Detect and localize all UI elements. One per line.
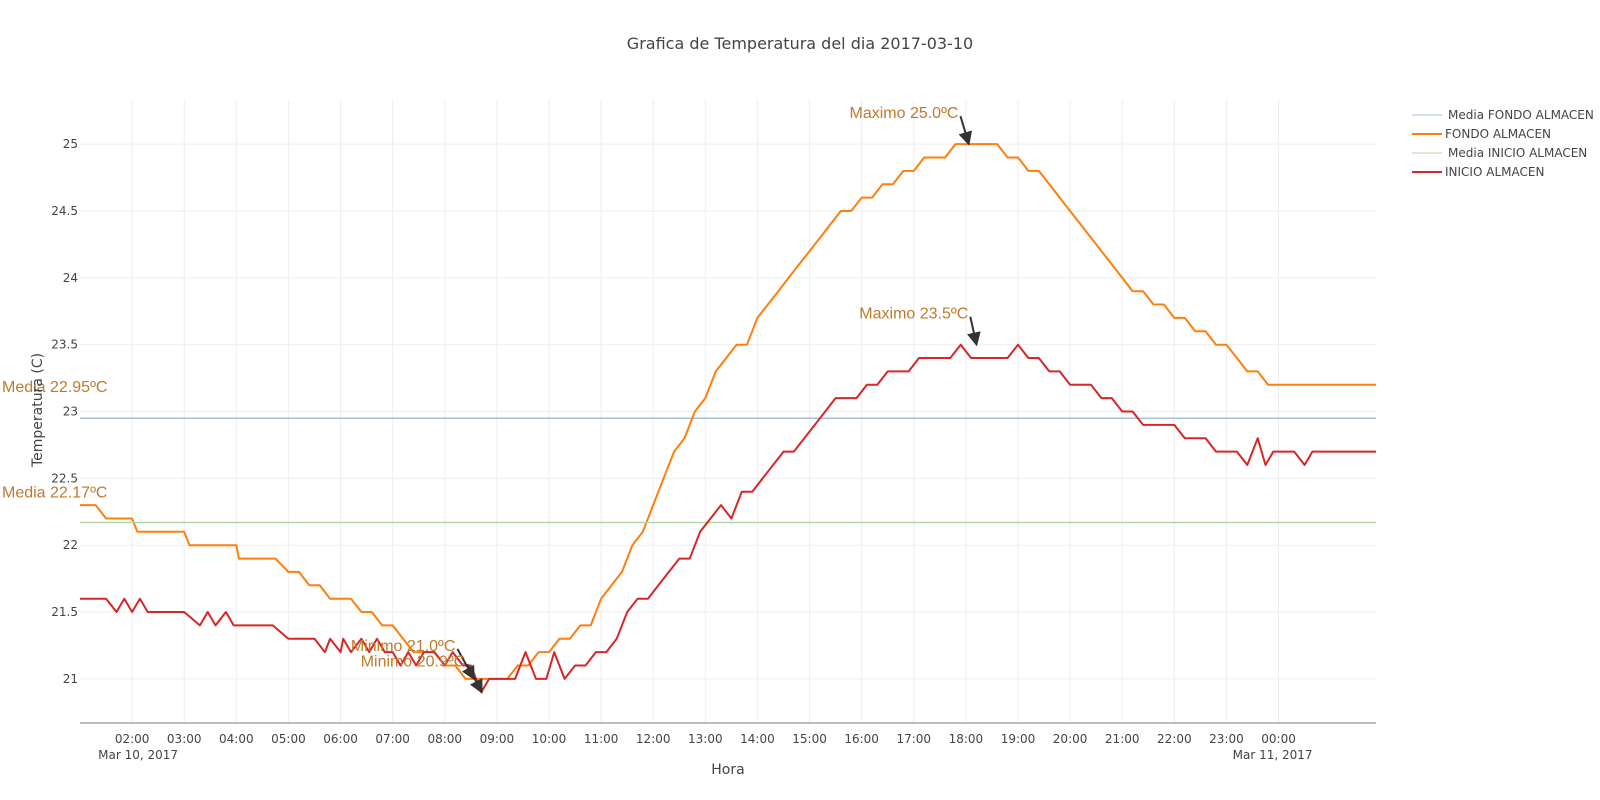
series-line-fondo-almacen	[80, 143, 1376, 680]
x-tick-label: 06:00	[323, 732, 358, 746]
annotation-label: Maximo 23.5ºC	[859, 306, 968, 323]
x-date-left: Mar 10, 2017	[98, 748, 178, 762]
x-tick-label: 00:00	[1261, 732, 1296, 746]
x-tick-label: 02:00	[115, 732, 150, 746]
series-line-inicio-almacen	[80, 343, 1376, 694]
x-tick-label: 17:00	[896, 732, 931, 746]
annotation-arrow	[958, 115, 973, 146]
x-tick-label: 08:00	[427, 732, 462, 746]
x-tick-label: 15:00	[792, 732, 827, 746]
legend-label: Media FONDO ALMACEN	[1448, 108, 1594, 122]
x-tick-label: 20:00	[1053, 732, 1088, 746]
y-tick-label: 25	[63, 137, 78, 151]
legend-label: INICIO ALMACEN	[1445, 165, 1544, 179]
y-tick-label: 22	[63, 538, 78, 552]
annotation-label: Media 22.95ºC	[2, 379, 107, 396]
annotation-arrow	[967, 316, 981, 347]
legend-label: FONDO ALMACEN	[1445, 127, 1551, 141]
x-tick-label: 03:00	[167, 732, 202, 746]
x-tick-label: 21:00	[1105, 732, 1140, 746]
x-date-right: Mar 11, 2017	[1233, 748, 1313, 762]
annotation-label: Minimo 21.0ºC	[351, 638, 456, 655]
y-axis-title: Temperatura (C)	[30, 353, 46, 468]
y-tick-label: 21.5	[51, 605, 78, 619]
chart-title: Grafica de Temperatura del dia 2017-03-1…	[627, 34, 973, 53]
y-tick-label: 24.5	[51, 204, 78, 218]
x-tick-label: 07:00	[375, 732, 410, 746]
x-tick-label: 14:00	[740, 732, 775, 746]
x-tick-label: 10:00	[532, 732, 567, 746]
x-tick-label: 11:00	[584, 732, 619, 746]
y-tick-label: 23.5	[51, 338, 78, 352]
y-tick-label: 24	[63, 271, 78, 285]
x-tick-label: 09:00	[480, 732, 515, 746]
x-tick-label: 18:00	[949, 732, 984, 746]
annotation-arrow	[466, 663, 483, 694]
y-tick-label: 22.5	[51, 471, 78, 485]
x-tick-label: 13:00	[688, 732, 723, 746]
y-tick-label: 21	[63, 672, 78, 686]
x-tick-label: 16:00	[844, 732, 879, 746]
legend-label: Media INICIO ALMACEN	[1448, 146, 1587, 160]
x-tick-label: 04:00	[219, 732, 254, 746]
y-tick-label: 23	[63, 405, 78, 419]
annotation-label: Maximo 25.0ºC	[849, 105, 958, 122]
x-tick-label: 23:00	[1209, 732, 1244, 746]
annotation-label: Minimo 20.9ºC	[361, 653, 466, 670]
x-tick-label: 12:00	[636, 732, 671, 746]
x-tick-label: 19:00	[1001, 732, 1036, 746]
x-axis-title: Hora	[711, 762, 744, 778]
annotation-label: Media 22.17ºC	[2, 484, 107, 501]
x-tick-label: 05:00	[271, 732, 306, 746]
x-tick-label: 22:00	[1157, 732, 1192, 746]
